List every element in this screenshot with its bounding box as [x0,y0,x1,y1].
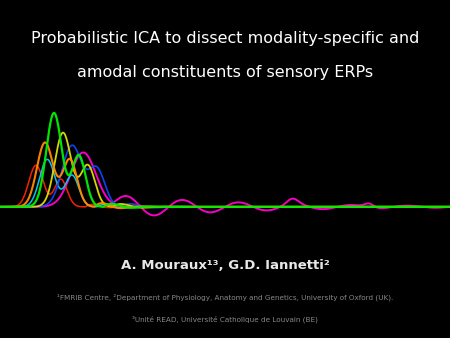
Text: Probabilistic ICA to dissect modality-specific and: Probabilistic ICA to dissect modality-sp… [31,31,419,46]
Text: ³Unité READ, Université Catholique de Louvain (BE): ³Unité READ, Université Catholique de Lo… [132,315,318,322]
Text: ¹FMRIB Centre, ²Department of Physiology, Anatomy and Genetics, University of Ox: ¹FMRIB Centre, ²Department of Physiology… [57,294,393,301]
Text: amodal constituents of sensory ERPs: amodal constituents of sensory ERPs [77,65,373,80]
Text: A. Mouraux¹³, G.D. Iannetti²: A. Mouraux¹³, G.D. Iannetti² [121,259,329,272]
